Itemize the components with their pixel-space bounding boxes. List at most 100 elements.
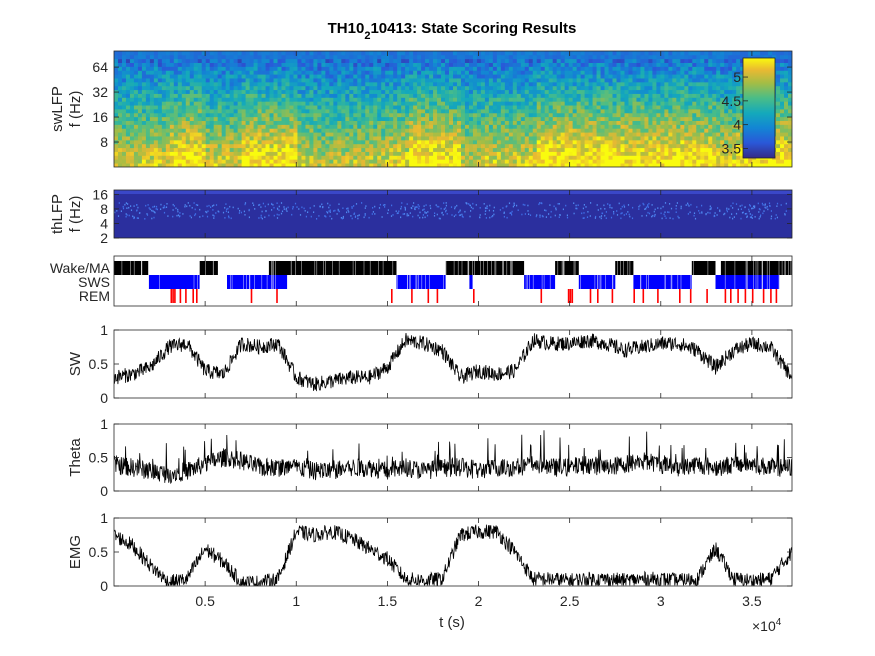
swlfp-cell bbox=[129, 155, 135, 160]
swlfp-cell bbox=[592, 112, 597, 118]
swlfp-cell bbox=[576, 70, 582, 75]
swlfp-cell bbox=[576, 128, 582, 133]
swlfp-cell bbox=[337, 155, 342, 160]
swlfp-cell bbox=[680, 85, 685, 91]
swlfp-cell bbox=[524, 116, 530, 121]
swlfp-cell bbox=[217, 151, 223, 156]
swlfp-cell bbox=[668, 105, 673, 110]
swlfp-cell bbox=[484, 62, 490, 67]
swlfp-cell bbox=[536, 112, 542, 118]
swlfp-cell bbox=[540, 147, 546, 152]
swlfp-cell bbox=[580, 62, 586, 67]
swlfp-cell bbox=[261, 116, 266, 121]
swlfp-cell bbox=[468, 74, 474, 79]
swlfp-cell bbox=[157, 85, 163, 91]
swlfp-cell bbox=[445, 81, 450, 87]
swlfp-cell bbox=[217, 163, 223, 167]
swlfp-cell bbox=[588, 112, 593, 118]
swlfp-cell bbox=[281, 97, 286, 102]
swlfp-cell bbox=[560, 70, 566, 75]
swlfp-cell bbox=[249, 97, 254, 102]
swlfp-cell bbox=[181, 62, 187, 67]
swlfp-cell bbox=[600, 151, 605, 156]
swlfp-cell bbox=[596, 143, 601, 149]
swlfp-cell bbox=[548, 124, 554, 129]
swlfp-cell bbox=[373, 136, 378, 141]
swlfp-cell bbox=[441, 54, 446, 60]
swlfp-cell bbox=[181, 116, 187, 121]
swlfp-cell bbox=[740, 54, 745, 60]
swlfp-cell bbox=[540, 85, 546, 91]
swlfp-cell bbox=[496, 124, 502, 129]
swlfp-cell bbox=[572, 54, 578, 60]
swlfp-cell bbox=[173, 85, 179, 91]
swlfp-cell bbox=[229, 66, 235, 71]
swlfp-cell bbox=[724, 155, 729, 160]
swlfp-cell bbox=[488, 93, 494, 98]
swlfp-cell bbox=[281, 109, 286, 114]
swlfp-cell bbox=[596, 124, 601, 129]
swlfp-cell bbox=[588, 105, 593, 110]
swlfp-cell bbox=[540, 93, 546, 98]
swlfp-cell bbox=[632, 101, 637, 106]
swlfp-cell bbox=[433, 143, 438, 149]
swlfp-cell bbox=[277, 85, 282, 91]
swlfp-cell bbox=[425, 151, 430, 156]
swlfp-cell bbox=[492, 159, 498, 164]
swlfp-cell bbox=[720, 147, 725, 152]
swlfp-cell bbox=[508, 62, 514, 67]
swlfp-cell bbox=[600, 58, 605, 63]
swlfp-cell bbox=[233, 143, 239, 149]
swlfp-cell bbox=[325, 136, 330, 141]
swlfp-cell bbox=[141, 97, 147, 102]
swlfp-cell bbox=[185, 97, 191, 102]
swlfp-cell bbox=[365, 66, 370, 71]
swlfp-cell bbox=[652, 89, 657, 94]
swlfp-cell bbox=[492, 120, 498, 125]
swlfp-cell bbox=[345, 139, 350, 145]
swlfp-cell bbox=[492, 147, 498, 152]
swlfp-cell bbox=[592, 128, 597, 133]
swlfp-cell bbox=[564, 136, 570, 141]
swlfp-cell bbox=[381, 89, 386, 94]
swlfp-cell bbox=[389, 93, 394, 98]
swlfp-cell bbox=[293, 66, 298, 71]
swlfp-cell bbox=[137, 85, 143, 91]
swlfp-cell bbox=[576, 109, 582, 114]
swlfp-cell bbox=[576, 51, 582, 56]
swlfp-cell bbox=[349, 128, 354, 133]
swlfp-cell bbox=[732, 112, 737, 118]
swlfp-cell bbox=[484, 85, 490, 91]
swlfp-cell bbox=[205, 101, 211, 106]
swlfp-cell bbox=[632, 163, 637, 167]
swlfp-cell bbox=[421, 54, 426, 60]
swlfp-cell bbox=[600, 101, 605, 106]
swlfp-cell bbox=[197, 109, 203, 114]
swlfp-cell bbox=[468, 120, 474, 125]
swlfp-cell bbox=[772, 51, 777, 56]
swlfp-cell bbox=[672, 120, 677, 125]
swlfp-cell bbox=[664, 147, 669, 152]
swlfp-cell bbox=[317, 101, 322, 106]
swlfp-cell bbox=[317, 139, 322, 145]
swlfp-cell bbox=[205, 132, 211, 137]
swlfp-cell bbox=[556, 163, 562, 167]
swlfp-cell bbox=[556, 143, 562, 149]
swlfp-cell bbox=[516, 51, 522, 56]
swlfp-cell bbox=[281, 151, 286, 156]
swlfp-cell bbox=[373, 101, 378, 106]
swlfp-cell bbox=[185, 66, 191, 71]
swlfp-cell bbox=[161, 81, 167, 87]
swlfp-cell bbox=[652, 147, 657, 152]
swlfp-cell bbox=[217, 112, 223, 118]
swlfp-cell bbox=[552, 85, 558, 91]
swlfp-cell bbox=[265, 151, 270, 156]
swlfp-cell bbox=[516, 93, 522, 98]
swlfp-cell bbox=[532, 147, 538, 152]
swlfp-cell bbox=[257, 66, 262, 71]
swlfp-cell bbox=[349, 109, 354, 114]
swlfp-cell bbox=[740, 124, 745, 129]
swlfp-cell bbox=[381, 74, 386, 79]
swlfp-cell bbox=[437, 143, 442, 149]
